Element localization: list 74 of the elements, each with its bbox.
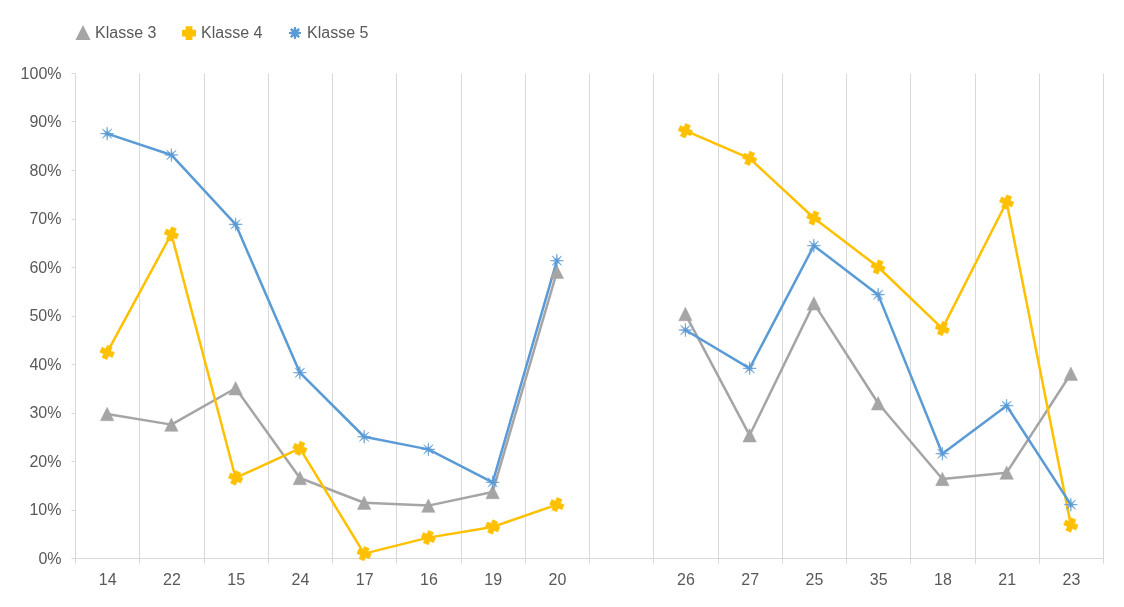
point <box>999 465 1014 480</box>
point <box>485 519 501 535</box>
point <box>549 253 564 268</box>
point <box>485 485 500 499</box>
point <box>870 259 886 275</box>
point <box>871 396 886 411</box>
x-tick-label: 21 <box>998 570 1017 588</box>
point <box>935 471 950 486</box>
point <box>100 126 115 141</box>
point <box>549 497 565 513</box>
point <box>164 148 179 162</box>
y-tick-label: 60% <box>29 258 62 276</box>
point <box>742 150 758 166</box>
point <box>420 530 436 546</box>
y-tick-label: 80% <box>29 161 62 179</box>
point <box>806 210 822 226</box>
point <box>1063 497 1078 512</box>
x-tick-label: 19 <box>484 570 503 588</box>
point <box>100 407 115 421</box>
point <box>549 264 564 279</box>
point <box>292 440 308 456</box>
point <box>806 238 821 253</box>
x-tick-label: 26 <box>676 570 695 588</box>
point <box>292 365 307 380</box>
legend-label: Klasse 3 <box>95 24 157 42</box>
x-tick-label: 27 <box>741 570 760 588</box>
point <box>1063 517 1079 533</box>
y-tick-label: 0% <box>38 549 62 567</box>
point <box>871 287 886 302</box>
x-tick-label: 24 <box>291 570 310 588</box>
x-tick-label: 17 <box>355 570 374 588</box>
x-tick-label: 15 <box>227 570 246 588</box>
point <box>421 442 436 457</box>
point <box>999 194 1015 210</box>
point <box>935 446 950 461</box>
point <box>164 417 179 432</box>
point <box>678 323 693 338</box>
y-tick-label: 40% <box>29 355 62 373</box>
point <box>99 344 115 360</box>
point <box>163 226 179 242</box>
y-tick-label: 50% <box>29 307 62 324</box>
point <box>934 321 950 337</box>
point <box>485 475 500 490</box>
legend-label: Klasse 4 <box>201 24 263 42</box>
x-tick-label: 14 <box>98 570 117 588</box>
y-tick-label: 30% <box>29 404 62 421</box>
y-tick-label: 20% <box>29 452 62 470</box>
point <box>1063 366 1078 381</box>
y-tick-label: 100% <box>20 64 62 82</box>
y-tick-label: 10% <box>29 501 62 518</box>
x-tick-label: 18 <box>933 570 952 588</box>
y-tick-label: 70% <box>29 210 62 227</box>
point <box>678 307 693 321</box>
x-tick-label: 20 <box>548 570 567 588</box>
y-tick-label: 90% <box>29 113 62 130</box>
point <box>356 546 372 562</box>
point <box>742 428 757 443</box>
x-tick-label: 22 <box>162 570 181 588</box>
point <box>357 495 372 510</box>
point <box>357 429 372 444</box>
x-tick-label: 35 <box>869 570 888 588</box>
point <box>228 470 244 486</box>
x-tick-label: 16 <box>419 570 438 588</box>
point <box>806 296 821 311</box>
point <box>421 498 436 513</box>
point <box>677 123 693 139</box>
x-tick-label: 23 <box>1062 570 1081 588</box>
point <box>228 217 243 232</box>
point <box>228 381 243 396</box>
x-tick-label: 25 <box>805 570 824 588</box>
point <box>292 471 307 485</box>
point <box>742 361 757 376</box>
point <box>999 398 1014 413</box>
legend-label: Klasse 5 <box>307 24 369 42</box>
